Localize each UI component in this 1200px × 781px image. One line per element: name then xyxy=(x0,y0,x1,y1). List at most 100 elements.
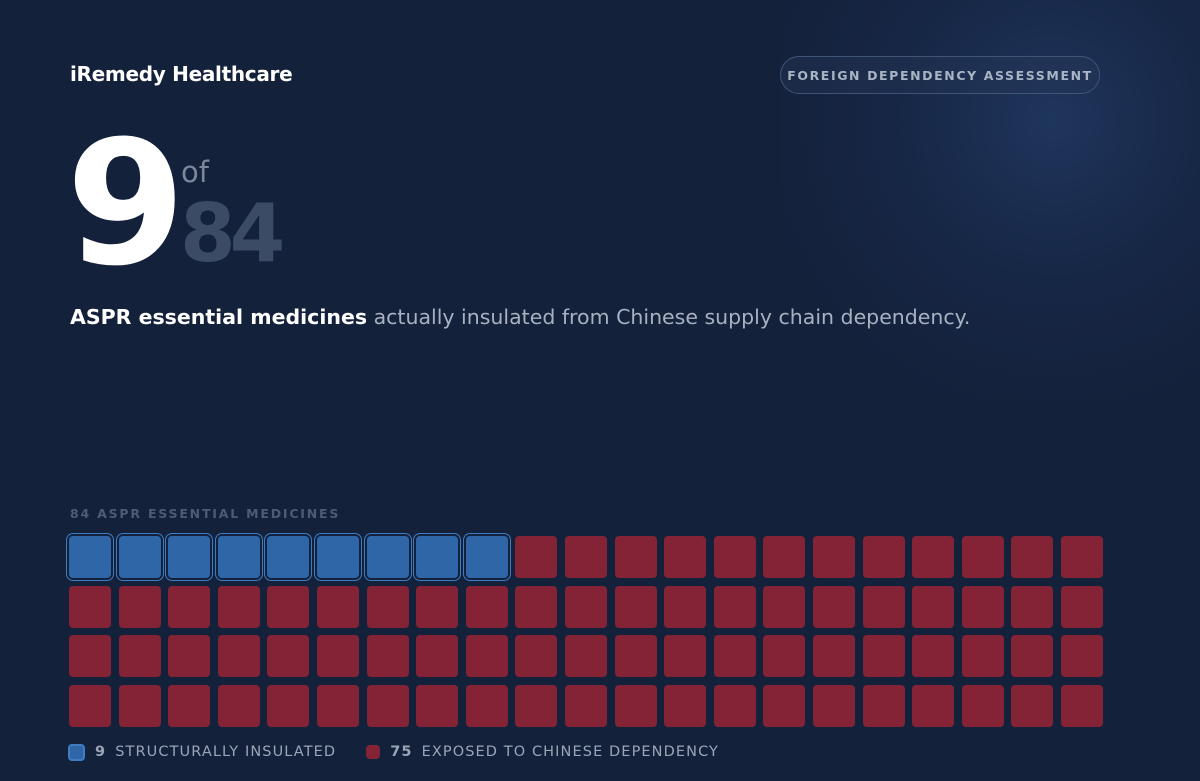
waffle-cell-exposed xyxy=(862,585,905,628)
waffle-cell-insulated xyxy=(217,536,260,578)
waffle-cell-exposed xyxy=(614,536,657,578)
waffle-cell-exposed xyxy=(664,684,707,727)
waffle-cell-exposed xyxy=(1061,536,1103,578)
waffle-cell-exposed xyxy=(168,635,211,678)
assessment-badge-label: FOREIGN DEPENDENCY ASSESSMENT xyxy=(787,67,1093,83)
waffle-cell-exposed xyxy=(118,635,161,678)
total-count: 84 xyxy=(180,187,285,280)
legend-item-exposed: 75 EXPOSED TO CHINESE DEPENDENCY xyxy=(366,744,719,760)
legend-swatch-insulated xyxy=(68,743,85,761)
waffle-cell-exposed xyxy=(565,585,607,628)
waffle-cell-exposed xyxy=(713,585,756,628)
waffle-cell-exposed xyxy=(565,635,607,678)
waffle-cell-exposed xyxy=(763,635,806,678)
brand-name: iRemedy Healthcare xyxy=(70,62,293,86)
waffle-cell-exposed xyxy=(961,536,1004,578)
waffle-cell-exposed xyxy=(267,585,310,628)
waffle-cell-exposed xyxy=(515,536,558,578)
waffle-cell-exposed xyxy=(813,635,855,678)
waffle-cell-exposed xyxy=(217,585,260,628)
legend: 9 STRUCTURALLY INSULATED 75 EXPOSED TO C… xyxy=(68,741,749,763)
waffle-cell-exposed xyxy=(118,684,161,727)
waffle-cell-exposed xyxy=(614,684,657,727)
waffle-cell-exposed xyxy=(267,684,310,727)
waffle-cell-insulated xyxy=(118,536,161,578)
waffle-cell-exposed xyxy=(168,684,211,727)
waffle-cell-exposed xyxy=(366,635,409,678)
waffle-cell-exposed xyxy=(862,684,905,727)
waffle-cell-insulated xyxy=(267,536,310,578)
description: ASPR essential medicines actually insula… xyxy=(70,305,970,329)
waffle-cell-exposed xyxy=(168,585,211,628)
waffle-cell-exposed xyxy=(515,585,558,628)
waffle-cell-exposed xyxy=(664,635,707,678)
waffle-cell-exposed xyxy=(1011,684,1054,727)
legend-count-exposed: 75 xyxy=(390,744,413,760)
waffle-cell-exposed xyxy=(416,635,459,678)
waffle-cell-exposed xyxy=(69,684,111,727)
waffle-cell-exposed xyxy=(1061,635,1103,678)
waffle-cell-exposed xyxy=(912,635,955,678)
waffle-cell-exposed xyxy=(912,536,955,578)
waffle-cell-insulated xyxy=(168,536,211,578)
waffle-cell-insulated xyxy=(317,536,359,578)
waffle-chart xyxy=(68,535,1103,727)
description-rest: actually insulated from Chinese supply c… xyxy=(367,305,971,329)
waffle-cell-exposed xyxy=(465,585,508,628)
waffle-cell-exposed xyxy=(614,635,657,678)
waffle-cell-exposed xyxy=(1011,585,1054,628)
waffle-cell-exposed xyxy=(1011,536,1054,578)
legend-count-insulated: 9 xyxy=(95,744,107,760)
waffle-cell-exposed xyxy=(813,585,855,628)
waffle-cell-exposed xyxy=(1011,635,1054,678)
waffle-cell-exposed xyxy=(862,635,905,678)
waffle-cell-exposed xyxy=(614,585,657,628)
waffle-cell-exposed xyxy=(961,635,1004,678)
waffle-cell-exposed xyxy=(69,635,111,678)
waffle-cell-insulated xyxy=(465,536,508,578)
waffle-cell-insulated xyxy=(366,536,409,578)
legend-label-insulated: STRUCTURALLY INSULATED xyxy=(115,744,337,760)
waffle-cell-exposed xyxy=(217,684,260,727)
waffle-cell-exposed xyxy=(713,536,756,578)
legend-swatch-exposed xyxy=(366,745,381,759)
assessment-badge: FOREIGN DEPENDENCY ASSESSMENT xyxy=(780,56,1100,94)
waffle-cell-insulated xyxy=(69,536,111,578)
waffle-cell-exposed xyxy=(217,635,260,678)
waffle-cell-exposed xyxy=(1061,684,1103,727)
waffle-cell-exposed xyxy=(713,635,756,678)
of-word: of xyxy=(181,155,209,189)
waffle-cell-exposed xyxy=(813,536,855,578)
waffle-cell-exposed xyxy=(763,536,806,578)
waffle-cell-exposed xyxy=(465,684,508,727)
waffle-cell-exposed xyxy=(961,684,1004,727)
waffle-cell-exposed xyxy=(515,635,558,678)
waffle-cell-exposed xyxy=(664,585,707,628)
waffle-cell-insulated xyxy=(416,536,459,578)
waffle-cell-exposed xyxy=(366,684,409,727)
waffle-cell-exposed xyxy=(664,536,707,578)
legend-item-insulated: 9 STRUCTURALLY INSULATED xyxy=(68,743,337,761)
waffle-cell-exposed xyxy=(713,684,756,727)
waffle-cell-exposed xyxy=(317,635,359,678)
waffle-cell-exposed xyxy=(763,684,806,727)
waffle-cell-exposed xyxy=(565,536,607,578)
waffle-cell-exposed xyxy=(763,585,806,628)
waffle-cell-exposed xyxy=(813,684,855,727)
grid-label: 84 ASPR ESSENTIAL MEDICINES xyxy=(70,506,341,521)
waffle-cell-exposed xyxy=(1061,585,1103,628)
waffle-cell-exposed xyxy=(366,585,409,628)
waffle-cell-exposed xyxy=(118,585,161,628)
waffle-cell-exposed xyxy=(565,684,607,727)
waffle-cell-exposed xyxy=(961,585,1004,628)
waffle-cell-exposed xyxy=(912,585,955,628)
waffle-cell-exposed xyxy=(69,585,111,628)
waffle-cell-exposed xyxy=(416,684,459,727)
insulated-count: 9 xyxy=(66,103,186,304)
description-emphasis: ASPR essential medicines xyxy=(70,305,368,329)
waffle-cell-exposed xyxy=(515,684,558,727)
waffle-cell-exposed xyxy=(862,536,905,578)
legend-label-exposed: EXPOSED TO CHINESE DEPENDENCY xyxy=(421,744,720,760)
waffle-cell-exposed xyxy=(317,585,359,628)
waffle-cell-exposed xyxy=(416,585,459,628)
